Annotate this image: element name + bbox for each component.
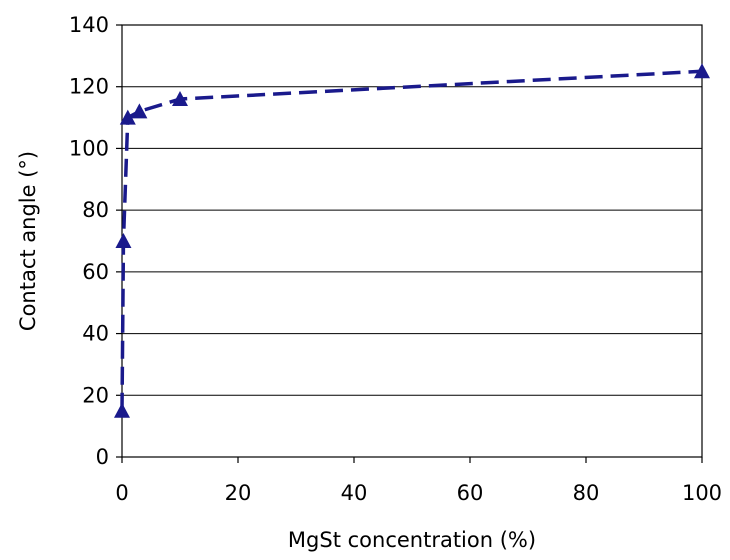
data-point-marker — [119, 109, 136, 125]
data-series — [114, 63, 710, 418]
x-tick-label: 80 — [573, 481, 600, 505]
axis-ticks: 0 20 40 60 80 100 120 140 0 20 40 60 80 100 — [69, 13, 722, 505]
data-point-marker — [131, 103, 148, 119]
data-point-marker — [115, 233, 132, 248]
x-tick-label: 60 — [457, 481, 484, 505]
x-tick-label: 100 — [682, 481, 722, 505]
y-tick-label: 140 — [69, 13, 109, 37]
y-tick-label: 20 — [82, 383, 109, 407]
data-point-marker — [694, 63, 710, 79]
y-axis-title: Contact angle (°) — [16, 151, 40, 331]
data-point-marker — [114, 402, 130, 418]
y-tick-label: 40 — [82, 322, 109, 346]
x-tick-label: 0 — [115, 481, 128, 505]
y-tick-label: 60 — [82, 260, 109, 284]
y-tick-label: 0 — [96, 445, 109, 469]
data-point-marker — [172, 91, 188, 107]
y-tick-label: 80 — [82, 198, 109, 222]
x-tick-label: 40 — [341, 481, 368, 505]
x-axis-title: MgSt concentration (%) — [288, 528, 536, 552]
x-tick-label: 20 — [225, 481, 252, 505]
y-tick-label: 100 — [69, 136, 109, 160]
y-tick-label: 120 — [69, 75, 109, 99]
